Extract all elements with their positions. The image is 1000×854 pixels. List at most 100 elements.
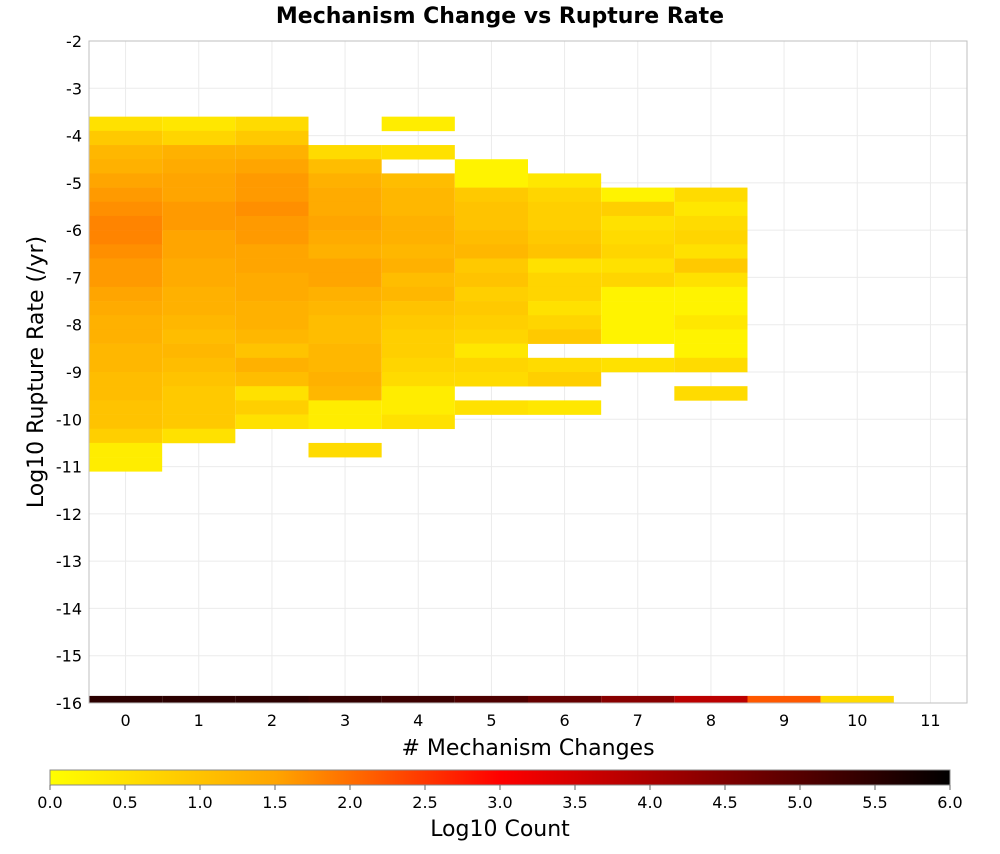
x-tick-label: 6 — [559, 711, 569, 730]
colorbar-tick-label: 2.5 — [412, 793, 437, 812]
heatmap-cell — [381, 414, 455, 430]
heatmap-cell — [528, 187, 602, 203]
heatmap-cell — [528, 173, 602, 188]
colorbar-tick-label: 5.5 — [862, 793, 887, 812]
heatmap-cell — [89, 230, 163, 245]
heatmap-cell — [674, 258, 748, 273]
heatmap-cell — [454, 695, 528, 703]
heatmap-cell — [454, 215, 528, 231]
heatmap-cell — [601, 215, 675, 231]
heatmap-cell — [381, 357, 455, 373]
heatmap-cell — [162, 428, 236, 444]
heatmap-cell — [162, 315, 236, 330]
heatmap-cell — [162, 116, 236, 132]
heatmap-cell — [601, 187, 675, 203]
colorbar-tick-label: 0.5 — [112, 793, 137, 812]
heatmap-cell — [308, 258, 382, 273]
heatmap-cell — [89, 272, 163, 288]
heatmap-cell — [308, 695, 382, 703]
heatmap-cell — [674, 329, 748, 344]
heatmap-cell — [601, 695, 675, 703]
heatmap-cell — [235, 400, 309, 415]
heatmap-cell — [528, 695, 602, 703]
heatmap-cell — [674, 315, 748, 330]
heatmap-cell — [162, 343, 236, 359]
heatmap-cell — [381, 315, 455, 330]
heatmap-cell — [235, 372, 309, 387]
x-tick-label: 10 — [847, 711, 867, 730]
heatmap-cell — [381, 272, 455, 288]
y-tick-label: -16 — [56, 694, 82, 713]
heatmap-cell — [235, 414, 309, 430]
heatmap-cell — [235, 329, 309, 344]
heatmap-cell — [89, 372, 163, 387]
heatmap-cell — [162, 145, 236, 160]
heatmap-cell — [528, 201, 602, 217]
heatmap-cell — [235, 258, 309, 273]
y-tick-label: -6 — [66, 221, 82, 240]
heatmap-cell — [454, 201, 528, 217]
heatmap-cell — [308, 159, 382, 174]
heatmap-cell — [601, 244, 675, 259]
heatmap-cell — [381, 386, 455, 401]
heatmap-cell — [162, 400, 236, 415]
heatmap-cell — [162, 130, 236, 146]
heatmap-cell — [235, 286, 309, 302]
y-tick-label: -2 — [66, 32, 82, 51]
x-axis-label: # Mechanism Changes — [401, 736, 654, 761]
heatmap-cell — [89, 116, 163, 132]
heatmap-cell — [89, 286, 163, 302]
y-axis-ticks: -2 -3 -4 -5 -6 -7 -8 -9 -10 -11 -12 -13 -14 -15 -16 — [56, 32, 82, 713]
heatmap-cell — [308, 400, 382, 415]
heatmap-cell — [454, 343, 528, 359]
heatmap-cell — [308, 329, 382, 344]
heatmap-cell — [454, 315, 528, 330]
heatmap-cell — [528, 272, 602, 288]
heatmap-cell — [454, 159, 528, 174]
heatmap-cell — [454, 286, 528, 302]
heatmap-cell — [89, 258, 163, 273]
heatmap-cell — [454, 272, 528, 288]
heatmap-cell — [308, 301, 382, 316]
heatmap-cell — [454, 301, 528, 316]
heatmap-cell — [162, 329, 236, 344]
heatmap-cell — [89, 414, 163, 430]
heatmap-cell — [381, 230, 455, 245]
y-tick-label: -14 — [56, 599, 82, 618]
heatmap-cell — [528, 258, 602, 273]
heatmap-cell — [162, 159, 236, 174]
heatmap-cell — [454, 372, 528, 387]
heatmap-cell — [162, 286, 236, 302]
heatmap-cell — [308, 230, 382, 245]
heatmap-cell — [601, 272, 675, 288]
heatmap-cell — [601, 329, 675, 344]
heatmap-cell — [454, 329, 528, 344]
heatmap-cell — [454, 173, 528, 188]
heatmap-cell — [89, 201, 163, 217]
heatmap-cell — [454, 244, 528, 259]
heatmap-cell — [674, 230, 748, 245]
y-tick-label: -15 — [56, 647, 82, 666]
heatmap-cell — [235, 315, 309, 330]
heatmap-cell — [528, 215, 602, 231]
heatmap-cell — [528, 301, 602, 316]
colorbar-tick-label: 3.5 — [562, 793, 587, 812]
heatmap-cell — [89, 145, 163, 160]
heatmap-cell — [308, 286, 382, 302]
colorbar-tick-label: 5.0 — [787, 793, 812, 812]
heatmap-cell — [308, 315, 382, 330]
colorbar-tick-label: 2.0 — [337, 793, 362, 812]
heatmap-cell — [162, 187, 236, 203]
heatmap-cell — [89, 457, 163, 472]
heatmap-cell — [308, 201, 382, 217]
y-tick-label: -8 — [66, 316, 82, 335]
heatmap-cell — [89, 315, 163, 330]
heatmap-cell — [162, 258, 236, 273]
colorbar-tick-label: 1.5 — [262, 793, 287, 812]
heatmap-cell — [308, 215, 382, 231]
heatmap-cell — [674, 215, 748, 231]
y-tick-label: -4 — [66, 127, 82, 146]
x-axis-ticks: 0 1 2 3 4 5 6 7 8 9 10 11 — [120, 711, 940, 730]
